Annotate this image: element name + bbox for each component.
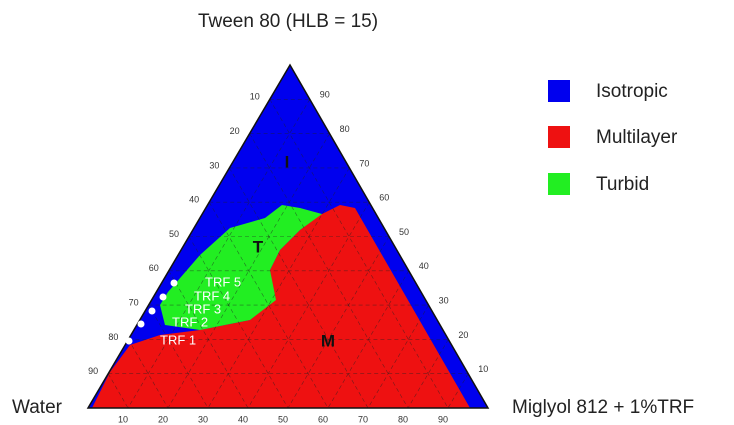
tick-label: 50: [169, 229, 179, 239]
point-label: TRF 2: [172, 314, 208, 329]
tick-label: 60: [149, 263, 159, 273]
region-label: T: [253, 237, 264, 256]
tick-label: 20: [458, 330, 468, 340]
grid-line: [148, 304, 209, 409]
point-label: TRF 5: [205, 274, 241, 289]
tick-label: 60: [318, 414, 328, 424]
multilayer-region: [92, 205, 470, 408]
tick-label: 30: [198, 414, 208, 424]
grid: [107, 99, 469, 409]
triangle-outline: [86, 63, 490, 409]
tick-label: 60: [379, 193, 389, 203]
grid-line: [249, 133, 409, 409]
tick-label: 90: [438, 414, 448, 424]
point-label: TRF 4: [194, 288, 230, 303]
tick-label: 90: [320, 90, 330, 100]
tick-label: 30: [209, 160, 219, 170]
point: [170, 279, 178, 287]
left-label: Water: [12, 397, 63, 418]
grid-line: [287, 236, 390, 409]
grid-line: [269, 99, 449, 409]
tick-label: 40: [419, 261, 429, 271]
tick-label: 10: [118, 414, 128, 424]
grid-line: [407, 339, 449, 409]
grid-line: [247, 202, 370, 409]
tick-label: 70: [129, 297, 139, 307]
apex-label: Tween 80 (HLB = 15): [198, 11, 378, 32]
tick-label: 80: [340, 124, 350, 134]
legend-swatch: [548, 173, 570, 195]
region-label: M: [321, 331, 335, 350]
tick-label: 20: [230, 126, 240, 136]
grid-line: [207, 167, 350, 409]
grid-line: [127, 99, 311, 409]
point-label: TRF 3: [185, 301, 221, 316]
tick-label: 90: [88, 366, 98, 376]
tick-label: 10: [478, 364, 488, 374]
legend-label: Turbid: [596, 174, 649, 195]
tick-label: 50: [399, 227, 409, 237]
point: [148, 307, 156, 315]
tick-label: 20: [158, 414, 168, 424]
legend-swatch: [548, 126, 570, 148]
tick-label: 40: [189, 195, 199, 205]
grid-line: [188, 236, 289, 409]
point-label: TRF 1: [160, 332, 196, 347]
region-label: I: [285, 152, 290, 171]
grid-line: [367, 304, 429, 409]
legend-label: Isotropic: [596, 81, 668, 102]
tick-label: 30: [439, 295, 449, 305]
tick-label: 80: [398, 414, 408, 424]
tick-label: 40: [238, 414, 248, 424]
point: [159, 293, 167, 301]
tick-label: 70: [358, 414, 368, 424]
points: [125, 279, 178, 345]
point: [137, 320, 145, 328]
right-label: Miglyol 812 + 1%TRF: [512, 397, 694, 418]
legend-swatch: [548, 80, 570, 102]
tick-label: 10: [250, 92, 260, 102]
point: [125, 337, 133, 345]
grid-line: [128, 339, 169, 409]
legend-label: Multilayer: [596, 127, 678, 148]
tick-label: 50: [278, 414, 288, 424]
tick-label: 80: [108, 332, 118, 342]
tick-label: 70: [359, 158, 369, 168]
grid-line: [229, 167, 369, 409]
